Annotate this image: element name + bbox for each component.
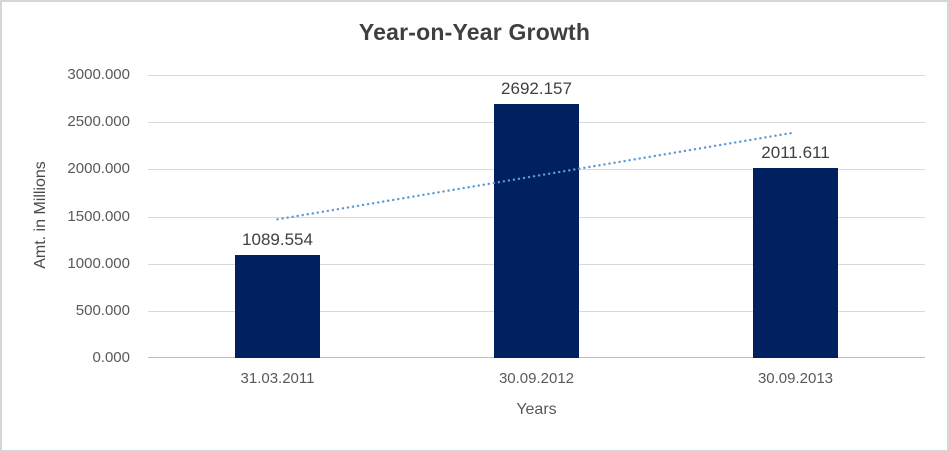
x-axis-tick-label: 30.09.2013 xyxy=(757,370,834,387)
y-axis-tick-label: 500.000 xyxy=(75,301,130,319)
bar xyxy=(753,168,838,358)
chart-title: Year-on-Year Growth xyxy=(358,19,591,45)
y-axis-tick-label: 1000.000 xyxy=(67,254,130,272)
bar xyxy=(235,255,320,358)
gridline xyxy=(148,75,925,76)
trendline-path xyxy=(276,131,797,221)
y-axis-tick-label: 0.000 xyxy=(92,349,130,366)
x-axis-tick-label: 31.03.2011 xyxy=(240,370,315,387)
bar-data-label: 1089.554 xyxy=(242,230,313,250)
x-axis-tick-label: 30.09.2012 xyxy=(498,370,575,387)
y-axis-tick-label: 3000.000 xyxy=(67,66,130,83)
y-axis-tick-label: 2500.000 xyxy=(67,113,130,131)
plot-area: 1089.554 2692.157 2011.611 xyxy=(148,75,925,358)
trendline xyxy=(276,131,797,221)
y-axis-tick-label: 1500.000 xyxy=(67,207,130,225)
bar xyxy=(494,104,579,358)
bar-data-label: 2011.611 xyxy=(761,143,830,163)
y-axis-tick-label: 2000.000 xyxy=(67,160,130,178)
bar-data-label: 2692.157 xyxy=(501,79,572,99)
x-axis-title: Years xyxy=(516,401,557,418)
